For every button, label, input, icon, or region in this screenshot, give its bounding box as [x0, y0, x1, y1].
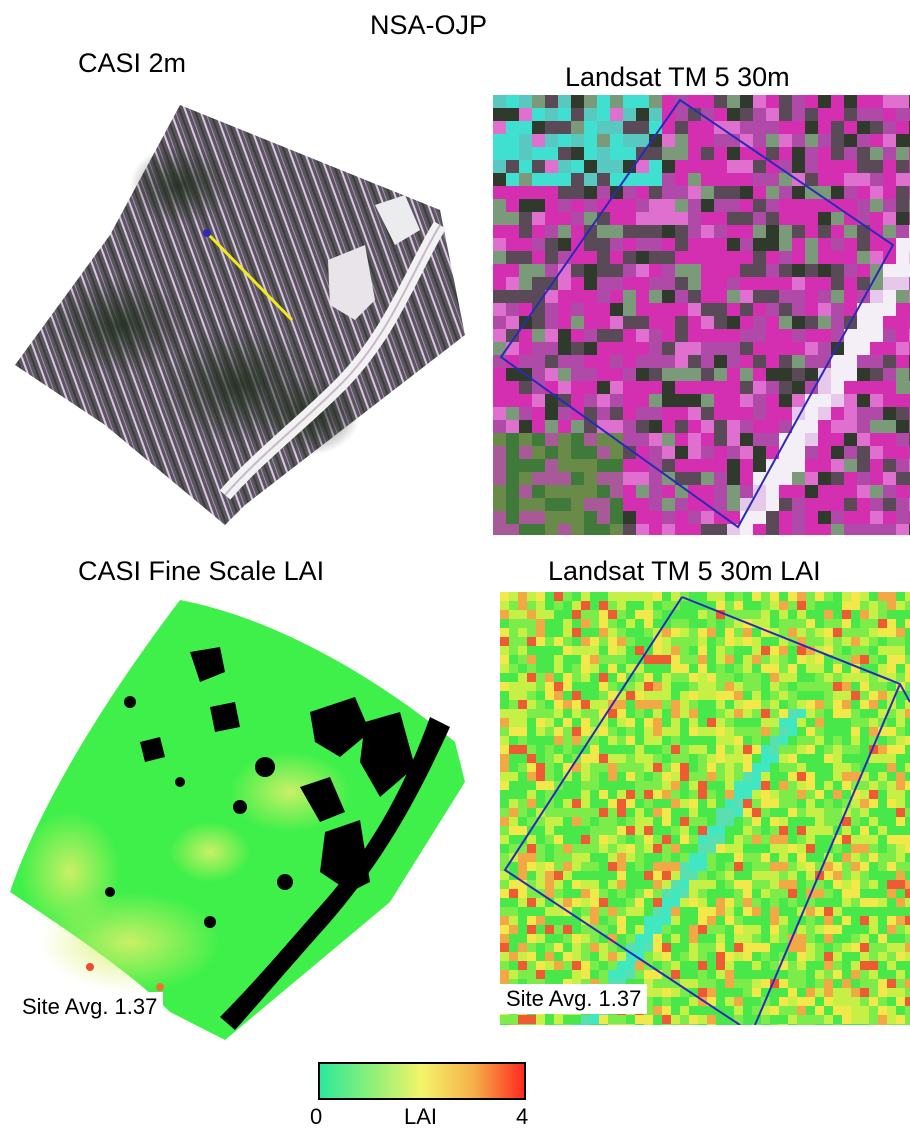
casi-rgb-image [10, 85, 470, 535]
transect-start-marker [203, 229, 211, 237]
figure-title: NSA-OJP [370, 10, 488, 40]
casi-lai-image: Site Avg. 1.37 [10, 592, 470, 1047]
colorbar-max-label: 4 [516, 1104, 529, 1129]
road-mask [220, 717, 450, 1030]
lai-colorbar [318, 1062, 526, 1100]
landsat-lai-site-outline [503, 596, 741, 1025]
landsat-lai-label: Landsat TM 5 30m LAI [548, 556, 821, 586]
casi-lai-site-avg: Site Avg. 1.37 [16, 992, 164, 1022]
colorbar-title: LAI [404, 1104, 438, 1129]
landsat-rgb-label: Landsat TM 5 30m [565, 62, 790, 92]
landsat-rgb-site-outline [499, 98, 895, 529]
masked-areas [105, 647, 370, 928]
landsat-lai-site-avg: Site Avg. 1.37 [500, 984, 648, 1014]
landsat-lai-image: Site Avg. 1.37 [500, 592, 910, 1025]
casi-rgb-label: CASI 2m [78, 48, 187, 78]
landsat-rgb-image [493, 95, 910, 535]
casi-lai-label: CASI Fine Scale LAI [78, 556, 325, 586]
colorbar-min-label: 0 [310, 1104, 323, 1129]
transect-line [205, 231, 294, 322]
